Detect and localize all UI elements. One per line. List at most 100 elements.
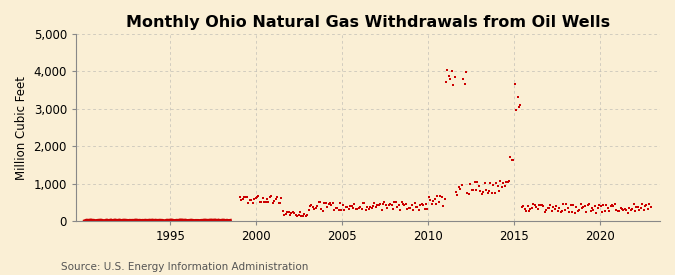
Point bbox=[620, 206, 630, 211]
Point bbox=[421, 202, 431, 206]
Point bbox=[338, 203, 348, 207]
Point bbox=[477, 192, 487, 197]
Point bbox=[326, 203, 337, 208]
Point bbox=[637, 202, 647, 206]
Point bbox=[398, 201, 408, 206]
Point bbox=[529, 203, 540, 207]
Point bbox=[325, 201, 335, 205]
Point bbox=[353, 205, 364, 210]
Point bbox=[528, 202, 539, 207]
Point bbox=[394, 203, 404, 208]
Point bbox=[313, 200, 324, 205]
Point bbox=[469, 180, 480, 184]
Point bbox=[496, 185, 507, 190]
Point bbox=[250, 196, 261, 201]
Point bbox=[514, 104, 524, 109]
Point bbox=[269, 198, 279, 203]
Point bbox=[280, 211, 291, 216]
Point bbox=[377, 202, 388, 206]
Point bbox=[323, 202, 334, 206]
Point bbox=[294, 210, 305, 214]
Point bbox=[449, 75, 460, 79]
Point bbox=[524, 208, 535, 213]
Point bbox=[321, 200, 331, 205]
Point bbox=[488, 183, 499, 187]
Point bbox=[302, 213, 313, 218]
Point bbox=[472, 180, 483, 184]
Point bbox=[290, 213, 301, 218]
Point bbox=[465, 182, 476, 186]
Point bbox=[511, 108, 522, 112]
Point bbox=[327, 201, 338, 205]
Point bbox=[478, 190, 489, 194]
Point bbox=[433, 200, 444, 204]
Point bbox=[603, 209, 614, 214]
Point bbox=[277, 209, 288, 214]
Point bbox=[516, 205, 527, 209]
Point bbox=[634, 208, 645, 212]
Point bbox=[515, 103, 526, 107]
Point bbox=[339, 208, 350, 212]
Point bbox=[537, 202, 547, 207]
Point bbox=[335, 200, 346, 205]
Point bbox=[502, 179, 513, 184]
Point bbox=[483, 189, 494, 194]
Point bbox=[409, 201, 420, 205]
Point bbox=[372, 203, 383, 207]
Point bbox=[443, 74, 454, 78]
Point bbox=[281, 210, 292, 214]
Point bbox=[349, 202, 360, 207]
Point bbox=[632, 205, 643, 209]
Point bbox=[441, 80, 452, 84]
Point bbox=[317, 208, 328, 213]
Point bbox=[554, 206, 564, 211]
Point bbox=[308, 205, 319, 209]
Point bbox=[376, 208, 387, 212]
Point bbox=[316, 206, 327, 211]
Point bbox=[487, 191, 497, 195]
Point bbox=[614, 209, 624, 214]
Point bbox=[555, 210, 566, 214]
Point bbox=[423, 194, 434, 199]
Point bbox=[493, 189, 504, 193]
Point bbox=[276, 196, 287, 200]
Point bbox=[587, 205, 597, 210]
Point bbox=[615, 206, 626, 210]
Point bbox=[485, 181, 495, 186]
Point bbox=[254, 200, 265, 205]
Point bbox=[459, 82, 470, 86]
Point bbox=[460, 70, 471, 74]
Point bbox=[436, 194, 447, 199]
Point bbox=[279, 213, 290, 217]
Point bbox=[589, 204, 600, 208]
Point bbox=[482, 191, 493, 195]
Point bbox=[257, 196, 268, 200]
Point bbox=[640, 204, 651, 208]
Point bbox=[360, 207, 371, 212]
Point bbox=[422, 207, 433, 211]
Point bbox=[531, 205, 541, 209]
Point bbox=[608, 204, 619, 208]
Point bbox=[408, 208, 418, 212]
Point bbox=[405, 206, 416, 211]
Point bbox=[635, 206, 646, 211]
Point bbox=[510, 82, 520, 86]
Point bbox=[557, 209, 568, 213]
Point bbox=[643, 207, 653, 212]
Point bbox=[565, 203, 576, 208]
Point bbox=[261, 199, 271, 204]
Point bbox=[432, 194, 443, 199]
Point bbox=[583, 203, 593, 207]
Point bbox=[479, 180, 490, 185]
Point bbox=[543, 206, 554, 210]
Y-axis label: Million Cubic Feet: Million Cubic Feet bbox=[15, 76, 28, 180]
Point bbox=[271, 195, 282, 199]
Point bbox=[622, 211, 633, 215]
Point bbox=[352, 207, 362, 211]
Point bbox=[506, 158, 517, 162]
Point bbox=[475, 189, 486, 193]
Point bbox=[574, 207, 585, 212]
Point bbox=[363, 207, 374, 211]
Point bbox=[303, 208, 314, 213]
Point bbox=[292, 214, 302, 218]
